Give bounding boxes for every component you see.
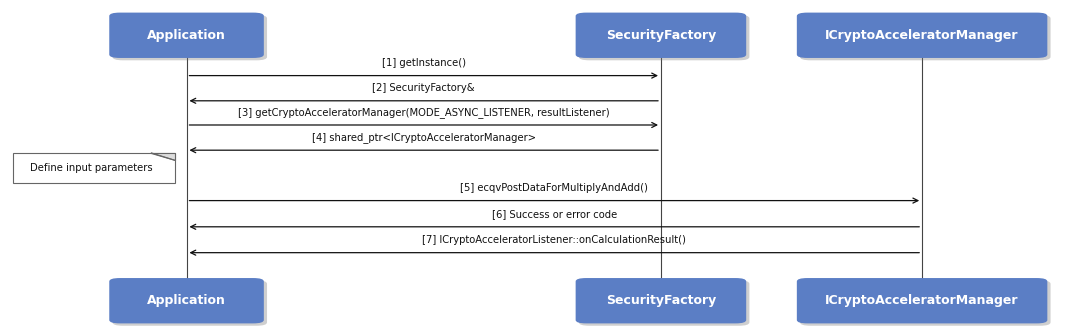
FancyBboxPatch shape (800, 15, 1050, 60)
FancyBboxPatch shape (113, 280, 266, 326)
Polygon shape (151, 153, 175, 160)
FancyBboxPatch shape (109, 278, 263, 323)
Text: [5] ecqvPostDataForMultiplyAndAdd(): [5] ecqvPostDataForMultiplyAndAdd() (461, 183, 648, 193)
Text: Application: Application (147, 294, 226, 307)
Text: [7] ICryptoAcceleratorListener::onCalculationResult(): [7] ICryptoAcceleratorListener::onCalcul… (422, 235, 687, 245)
FancyBboxPatch shape (576, 12, 746, 58)
Text: [3] getCryptoAcceleratorManager(MODE_ASYNC_LISTENER, resultListener): [3] getCryptoAcceleratorManager(MODE_ASY… (238, 107, 610, 118)
Text: Application: Application (147, 29, 226, 42)
FancyBboxPatch shape (109, 12, 263, 58)
FancyBboxPatch shape (13, 153, 175, 183)
FancyBboxPatch shape (113, 15, 266, 60)
FancyBboxPatch shape (800, 280, 1050, 326)
Text: SecurityFactory: SecurityFactory (605, 29, 716, 42)
Text: [6] Success or error code: [6] Success or error code (491, 209, 617, 219)
FancyBboxPatch shape (796, 12, 1047, 58)
Text: [4] shared_ptr<ICryptoAcceleratorManager>: [4] shared_ptr<ICryptoAcceleratorManager… (311, 132, 536, 143)
Text: ICryptoAcceleratorManager: ICryptoAcceleratorManager (825, 294, 1019, 307)
Text: [2] SecurityFactory&: [2] SecurityFactory& (372, 83, 475, 93)
FancyBboxPatch shape (576, 278, 746, 323)
FancyBboxPatch shape (796, 278, 1047, 323)
FancyBboxPatch shape (579, 15, 749, 60)
Text: ICryptoAcceleratorManager: ICryptoAcceleratorManager (825, 29, 1019, 42)
Text: Define input parameters: Define input parameters (30, 163, 152, 173)
Text: [1] getInstance(): [1] getInstance() (382, 58, 466, 68)
Text: SecurityFactory: SecurityFactory (605, 294, 716, 307)
FancyBboxPatch shape (579, 280, 749, 326)
